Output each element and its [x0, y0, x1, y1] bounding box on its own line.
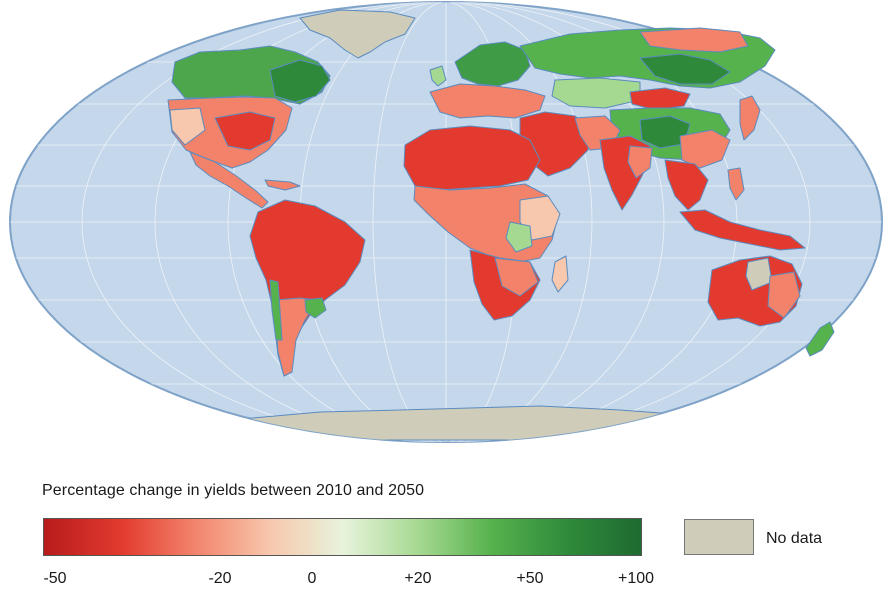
region-kazakhstan	[551, 77, 641, 109]
region-east-russia	[639, 27, 749, 53]
region-uk	[429, 65, 447, 87]
legend-tick-0: 0	[307, 570, 317, 587]
legend-color-scale	[43, 518, 642, 556]
region-greenland	[299, 9, 416, 59]
legend-no-data-label: No data	[766, 530, 823, 547]
region-north-africa	[403, 125, 541, 191]
region-madagascar	[551, 255, 569, 293]
region-siberia-dark	[639, 53, 731, 85]
region-usa-west	[169, 107, 206, 146]
region-southeast-asia	[664, 159, 709, 211]
region-central-america	[189, 151, 269, 209]
region-africa-green	[505, 221, 533, 253]
region-philippines	[727, 167, 745, 201]
legend-tick-plus-100: +100	[617, 570, 655, 587]
region-india-east	[627, 145, 653, 179]
region-canada-east	[269, 59, 331, 103]
region-andes	[269, 279, 283, 341]
legend-tick-plus-50: +50	[516, 570, 544, 587]
region-mongolia	[629, 87, 691, 111]
legend-tick-minus-50: -50	[43, 570, 67, 587]
world-map	[9, 1, 883, 443]
region-japan	[739, 95, 761, 141]
world-map-svg	[9, 1, 883, 443]
region-usa-south	[214, 111, 276, 151]
region-australia-east	[767, 271, 801, 319]
legend-tick-minus-20: -20	[208, 570, 232, 587]
region-uruguay	[304, 297, 327, 319]
legend-no-data-swatch	[684, 519, 754, 555]
region-africa-south-light	[494, 257, 539, 297]
region-china-south	[679, 129, 731, 169]
region-europe-north	[454, 41, 531, 87]
region-caribbean	[264, 179, 301, 191]
region-europe-south	[429, 83, 546, 119]
region-new-zealand	[805, 321, 835, 357]
region-indonesia	[679, 209, 806, 251]
region-australia-nodata	[745, 257, 773, 291]
legend-tick-plus-20: +20	[404, 570, 432, 587]
legend-title: Percentage change in yields between 2010…	[42, 482, 425, 499]
